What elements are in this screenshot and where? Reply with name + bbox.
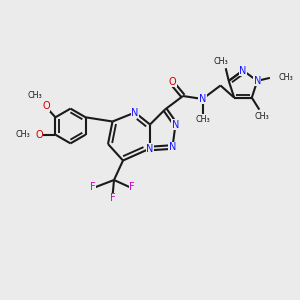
Text: CH₃: CH₃ (255, 112, 270, 121)
Text: CH₃: CH₃ (195, 116, 210, 124)
Text: N: N (239, 65, 247, 76)
Text: CH₃: CH₃ (15, 130, 30, 139)
Text: N: N (172, 119, 179, 130)
Text: F: F (90, 182, 96, 193)
Text: CH₃: CH₃ (27, 91, 42, 100)
Text: O: O (42, 101, 50, 111)
Text: O: O (35, 130, 43, 140)
Text: N: N (169, 142, 176, 152)
Text: N: N (131, 107, 139, 118)
Text: F: F (129, 182, 135, 193)
Text: CH₃: CH₃ (214, 57, 229, 66)
Text: O: O (169, 77, 176, 87)
Text: N: N (254, 76, 261, 86)
Text: F: F (110, 193, 115, 203)
Text: N: N (199, 94, 206, 104)
Text: N: N (146, 143, 154, 154)
Text: CH₃: CH₃ (279, 74, 294, 82)
